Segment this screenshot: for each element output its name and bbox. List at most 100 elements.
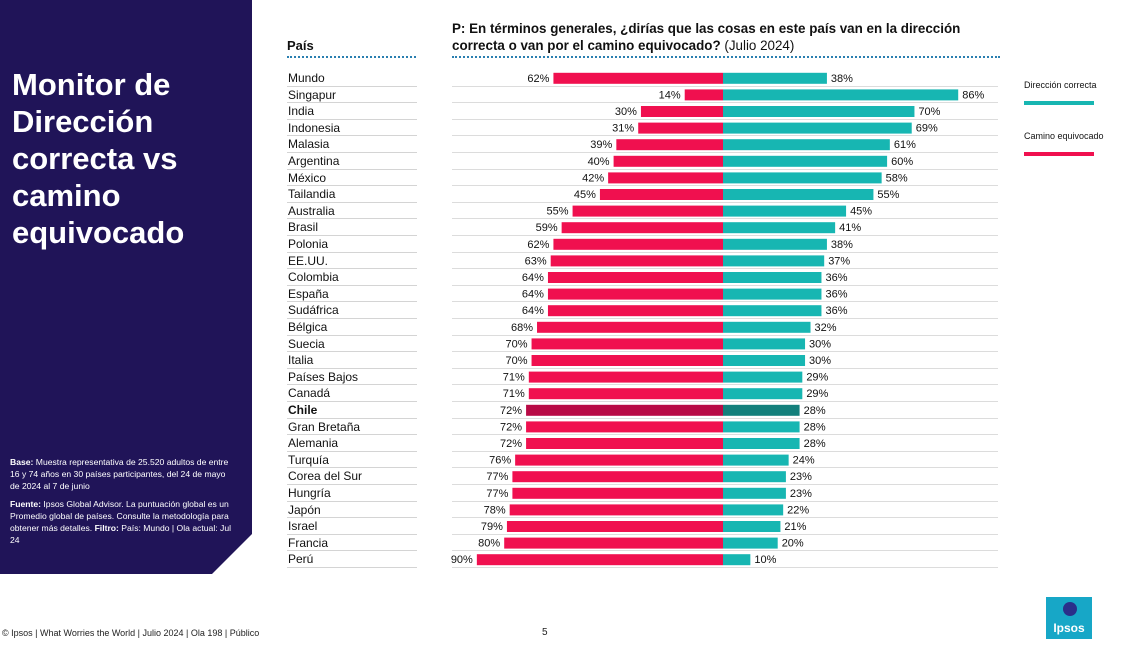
bar-right xyxy=(723,272,822,283)
bar-right xyxy=(723,106,915,117)
bar-wrong xyxy=(640,106,723,117)
chart-row-separator xyxy=(452,351,998,353)
chart-row-separator xyxy=(452,85,998,87)
chart-row-separator xyxy=(452,318,998,319)
bar-wrong xyxy=(531,355,723,366)
bar-wrong xyxy=(476,554,723,566)
value-label-right: 36% xyxy=(825,305,847,317)
row-separator xyxy=(287,251,417,253)
legend-swatch-wrong xyxy=(1024,152,1094,156)
value-label-right: 22% xyxy=(787,504,809,516)
bar-right xyxy=(723,139,890,151)
value-label-right: 32% xyxy=(815,322,837,334)
sidebar-corner-cut xyxy=(212,534,252,574)
country-label: Gran Bretaña xyxy=(288,419,361,434)
value-label-wrong: 62% xyxy=(527,239,549,251)
chart-row-separator xyxy=(452,417,998,419)
row-separator xyxy=(287,367,417,369)
country-label: Malasia xyxy=(288,137,330,152)
row-separator xyxy=(287,185,417,187)
value-label-wrong: 55% xyxy=(547,206,569,218)
row-separator xyxy=(287,334,417,336)
row-separator xyxy=(287,201,417,203)
value-label-wrong: 59% xyxy=(536,222,558,234)
row-separator xyxy=(287,85,417,87)
bar-wrong xyxy=(526,421,723,433)
country-label: Francia xyxy=(288,535,329,550)
bar-wrong xyxy=(608,172,723,184)
row-separator xyxy=(287,384,417,386)
bar-wrong xyxy=(504,537,723,549)
bar-wrong xyxy=(512,471,723,483)
legend-label-wrong: Camino equivocado xyxy=(1024,131,1104,141)
country-label: España xyxy=(288,286,329,301)
country-label: Israel xyxy=(288,519,318,534)
bar-right xyxy=(723,189,874,200)
chart-row-separator xyxy=(452,484,998,485)
bar-wrong xyxy=(528,371,723,383)
value-label-wrong: 70% xyxy=(506,355,528,367)
value-label-right: 41% xyxy=(839,222,861,234)
row-separator xyxy=(287,550,417,552)
bar-wrong xyxy=(515,454,723,466)
country-label: Suecia xyxy=(288,336,325,351)
row-separator xyxy=(287,500,417,502)
value-label-right: 28% xyxy=(804,405,826,417)
value-label-right: 24% xyxy=(793,455,815,467)
bar-right xyxy=(723,321,811,333)
chart-row-separator xyxy=(452,235,998,236)
legend-swatch-right xyxy=(1024,101,1094,105)
row-separator xyxy=(287,284,417,286)
bar-right xyxy=(723,471,786,483)
country-label: Perú xyxy=(288,552,314,567)
chart-row-separator xyxy=(452,334,998,336)
value-label-wrong: 70% xyxy=(506,338,528,350)
value-label-right: 23% xyxy=(790,471,812,483)
country-label: Canadá xyxy=(288,386,331,401)
country-label: Bélgica xyxy=(288,320,328,334)
value-label-wrong: 45% xyxy=(574,189,596,201)
value-label-right: 23% xyxy=(790,488,812,500)
value-label-wrong: 78% xyxy=(484,504,506,516)
country-label: Hungría xyxy=(288,486,331,500)
chart-row-separator xyxy=(452,550,998,552)
value-label-wrong: 71% xyxy=(503,388,525,400)
row-separator xyxy=(287,450,417,452)
country-label: México xyxy=(288,170,327,185)
row-separator xyxy=(287,301,417,303)
bar-wrong xyxy=(599,189,723,200)
base-text: Muestra representativa de 25.520 adultos… xyxy=(10,457,229,491)
methodology-note: Base: Muestra representativa de 25.520 a… xyxy=(10,456,235,552)
country-label: Brasil xyxy=(288,220,319,235)
value-label-wrong: 72% xyxy=(500,405,522,417)
base-label: Base: xyxy=(10,457,34,467)
ipsos-logo: Ipsos xyxy=(1046,597,1092,639)
chart-row-separator xyxy=(452,401,998,402)
bar-wrong xyxy=(561,222,723,234)
bar-wrong xyxy=(550,255,723,267)
value-label-wrong: 77% xyxy=(486,471,508,483)
page-number: 5 xyxy=(542,627,548,638)
bar-right xyxy=(723,454,789,466)
row-separator xyxy=(287,118,417,120)
value-label-wrong: 72% xyxy=(500,421,522,433)
country-label: Sudáfrica xyxy=(288,303,339,318)
country-label: Mundo xyxy=(288,71,325,85)
row-separator xyxy=(287,152,417,153)
row-separator xyxy=(287,168,417,170)
bar-wrong xyxy=(638,122,723,134)
question-text: P: En términos generales, ¿dirías que la… xyxy=(452,20,1012,54)
bar-right xyxy=(723,371,803,383)
value-label-right: 29% xyxy=(806,388,828,400)
row-separator xyxy=(287,517,417,519)
question-date: (Julio 2024) xyxy=(724,38,795,53)
row-separator xyxy=(287,235,417,236)
value-label-right: 60% xyxy=(891,156,913,168)
chart-row-separator xyxy=(452,450,998,452)
row-separator xyxy=(287,401,417,402)
value-label-wrong: 64% xyxy=(522,272,544,284)
value-label-right: 38% xyxy=(831,73,853,85)
country-label: EE.UU. xyxy=(288,253,329,268)
logo-mark-icon xyxy=(1063,602,1077,616)
value-label-wrong: 68% xyxy=(511,322,533,334)
